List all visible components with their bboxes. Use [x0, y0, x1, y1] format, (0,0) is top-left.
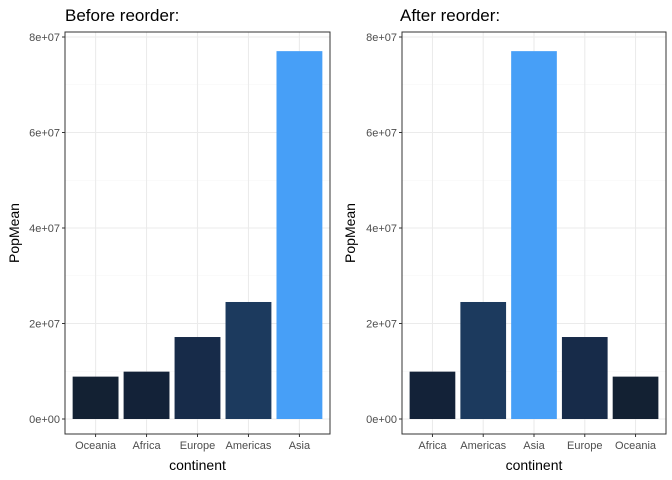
bar-europe: [561, 337, 608, 419]
x-tick-label: Africa: [132, 440, 161, 452]
chart-panel-2: 0e+00 2e+07 4e+07 6e+07 8e+07 Africa Americas A…: [342, 6, 667, 473]
x-tick-label: Africa: [418, 440, 447, 452]
bar-americas: [460, 301, 507, 419]
bar-oceania: [72, 376, 119, 419]
x-tick-label: Americas: [460, 440, 506, 452]
bar-oceania: [612, 376, 659, 419]
bar-europe: [174, 337, 221, 419]
bar-africa: [409, 371, 456, 419]
bar-asia: [511, 51, 557, 419]
y-tick-label: 0e+00: [366, 414, 397, 426]
y-axis-title: PopMean: [6, 203, 22, 263]
y-tick-label: 6e+07: [366, 128, 397, 140]
x-tick-label: Oceania: [615, 440, 657, 452]
y-tick-label: 2e+07: [29, 319, 60, 331]
y-axis-title: PopMean: [342, 203, 358, 263]
x-tick-label: Europe: [567, 440, 602, 452]
x-axis-title: continent: [506, 457, 563, 473]
y-tick-label: 6e+07: [29, 128, 60, 140]
chart-title: Before reorder:: [65, 6, 179, 25]
x-tick-label: Oceania: [75, 440, 117, 452]
bar-africa: [123, 371, 170, 419]
chart-title: After reorder:: [400, 6, 500, 25]
x-tick-label: Asia: [289, 440, 311, 452]
x-axis-title: continent: [169, 457, 226, 473]
y-tick-label: 4e+07: [366, 223, 397, 235]
bar-asia: [276, 51, 323, 419]
y-tick-label: 0e+00: [29, 414, 60, 426]
x-tick-label: Europe: [180, 440, 215, 452]
y-tick-label: 2e+07: [366, 319, 397, 331]
bar-americas: [225, 301, 272, 419]
y-tick-label: 8e+07: [366, 32, 397, 44]
chart-panel-1: 0e+00 2e+07 4e+07 6e+07 8e+07 Oceania Africa Eu…: [6, 6, 331, 473]
x-tick-label: Americas: [226, 440, 272, 452]
x-tick-label: Asia: [523, 440, 545, 452]
y-tick-label: 4e+07: [29, 223, 60, 235]
y-tick-label: 8e+07: [29, 32, 60, 44]
